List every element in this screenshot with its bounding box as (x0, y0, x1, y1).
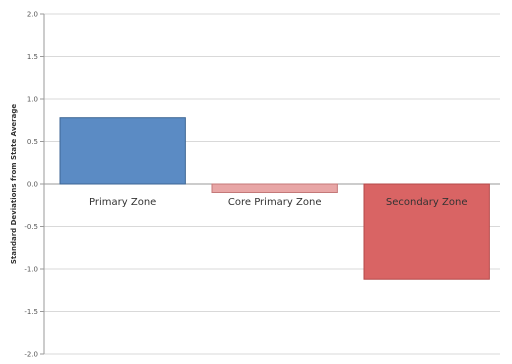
y-tick-label: -2.0 (24, 351, 38, 359)
y-axis: 2.0 1.5 1.0 0.5 0.0 -0.5 -1.0 -1.5 -2.0 (24, 11, 45, 359)
y-tick-label: 0.5 (27, 138, 38, 146)
y-axis-title: Standard Deviations from State Average (10, 104, 18, 264)
y-tick-label: 1.5 (27, 53, 38, 61)
category-label: Core Primary Zone (228, 197, 322, 208)
y-tick-label: -1.5 (24, 308, 38, 316)
bar-primary-zone (59, 117, 186, 185)
y-tick-label: -0.5 (24, 223, 38, 231)
bars (59, 117, 490, 280)
category-label: Secondary Zone (386, 197, 468, 208)
bar-secondary-zone (363, 183, 490, 280)
y-tick-label: -1.0 (24, 266, 38, 274)
y-tick-label: 2.0 (27, 11, 38, 19)
y-tick-label: 0.0 (27, 181, 38, 189)
category-label: Primary Zone (89, 197, 156, 208)
y-tick-label: 1.0 (27, 96, 38, 104)
bar-core-primary-zone (211, 183, 338, 193)
category-labels: Primary Zone Core Primary Zone Secondary Z… (89, 197, 467, 208)
